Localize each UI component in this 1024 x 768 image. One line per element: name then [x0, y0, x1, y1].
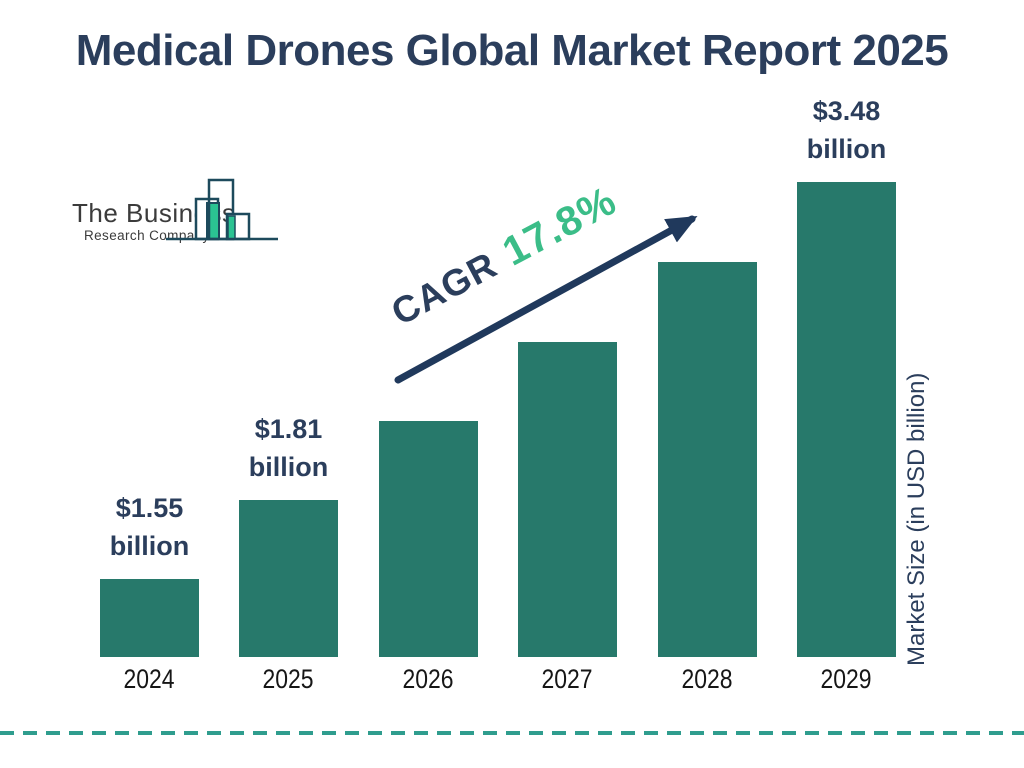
bar-value-label-2025: $1.81 billion [248, 414, 329, 482]
x-tick-2026: 2026 [402, 664, 455, 694]
bar-value-label-2024: $1.55 billion [109, 493, 190, 561]
bar-2027 [518, 342, 617, 657]
cagr-value: 17.8% [495, 176, 624, 275]
bar-2024 [100, 579, 199, 657]
x-tick-2028: 2028 [681, 664, 734, 694]
x-tick-2027: 2027 [541, 664, 594, 694]
bar-2025 [239, 500, 338, 657]
page-title: Medical Drones Global Market Report 2025 [75, 26, 949, 75]
cagr-annotation: CAGR17.8% [383, 177, 624, 335]
x-tick-2029: 2029 [820, 664, 873, 694]
cagr-label: CAGR [384, 244, 504, 334]
bar-2029 [797, 182, 896, 657]
bottom-dashed-divider [0, 731, 1024, 735]
x-tick-2025: 2025 [262, 664, 315, 694]
y-axis-title: Market Size (in USD billion) [903, 372, 930, 666]
logo-bars-icon [166, 178, 278, 241]
bar-2028 [658, 262, 757, 657]
bar-value-label-2029: $3.48 billion [806, 96, 887, 164]
x-tick-2024: 2024 [123, 664, 176, 694]
bar-2026 [379, 421, 478, 657]
